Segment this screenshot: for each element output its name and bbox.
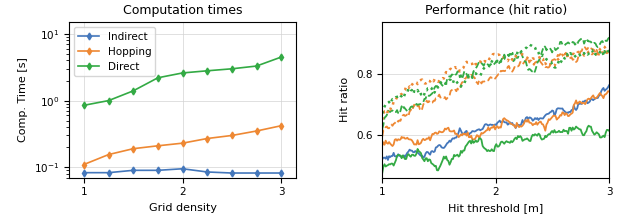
Indirect bbox=[80, 171, 88, 174]
Hopping bbox=[228, 134, 236, 137]
Line: Direct: Direct bbox=[82, 55, 284, 108]
Direct bbox=[203, 69, 211, 72]
Direct bbox=[105, 99, 112, 102]
Title: Computation times: Computation times bbox=[123, 4, 242, 17]
Direct bbox=[253, 65, 261, 67]
Line: Indirect: Indirect bbox=[82, 166, 284, 175]
Hopping bbox=[253, 130, 261, 132]
Indirect bbox=[253, 172, 261, 174]
Indirect bbox=[105, 171, 112, 174]
Hopping bbox=[203, 137, 211, 140]
Hopping bbox=[129, 147, 137, 150]
Y-axis label: Comp. Time [s]: Comp. Time [s] bbox=[18, 57, 28, 142]
X-axis label: Hit threshold [m]: Hit threshold [m] bbox=[448, 203, 543, 213]
Indirect bbox=[154, 169, 161, 172]
Hopping bbox=[278, 124, 285, 127]
Hopping bbox=[80, 163, 88, 166]
X-axis label: Grid density: Grid density bbox=[149, 203, 217, 213]
Direct bbox=[228, 67, 236, 70]
Direct bbox=[278, 56, 285, 58]
Direct bbox=[129, 89, 137, 92]
Hopping bbox=[179, 142, 187, 145]
Title: Performance (hit ratio): Performance (hit ratio) bbox=[425, 4, 567, 17]
Direct bbox=[179, 72, 187, 74]
Indirect bbox=[228, 172, 236, 174]
Direct bbox=[154, 76, 161, 79]
Direct bbox=[80, 104, 88, 107]
Y-axis label: Hit ratio: Hit ratio bbox=[340, 77, 350, 123]
Indirect bbox=[203, 171, 211, 173]
Hopping bbox=[154, 145, 161, 147]
Indirect bbox=[129, 169, 137, 172]
Indirect bbox=[179, 167, 187, 170]
Hopping bbox=[105, 153, 112, 156]
Indirect bbox=[278, 172, 285, 174]
Line: Hopping: Hopping bbox=[82, 123, 284, 167]
Legend: Indirect, Hopping, Direct: Indirect, Hopping, Direct bbox=[74, 27, 155, 76]
